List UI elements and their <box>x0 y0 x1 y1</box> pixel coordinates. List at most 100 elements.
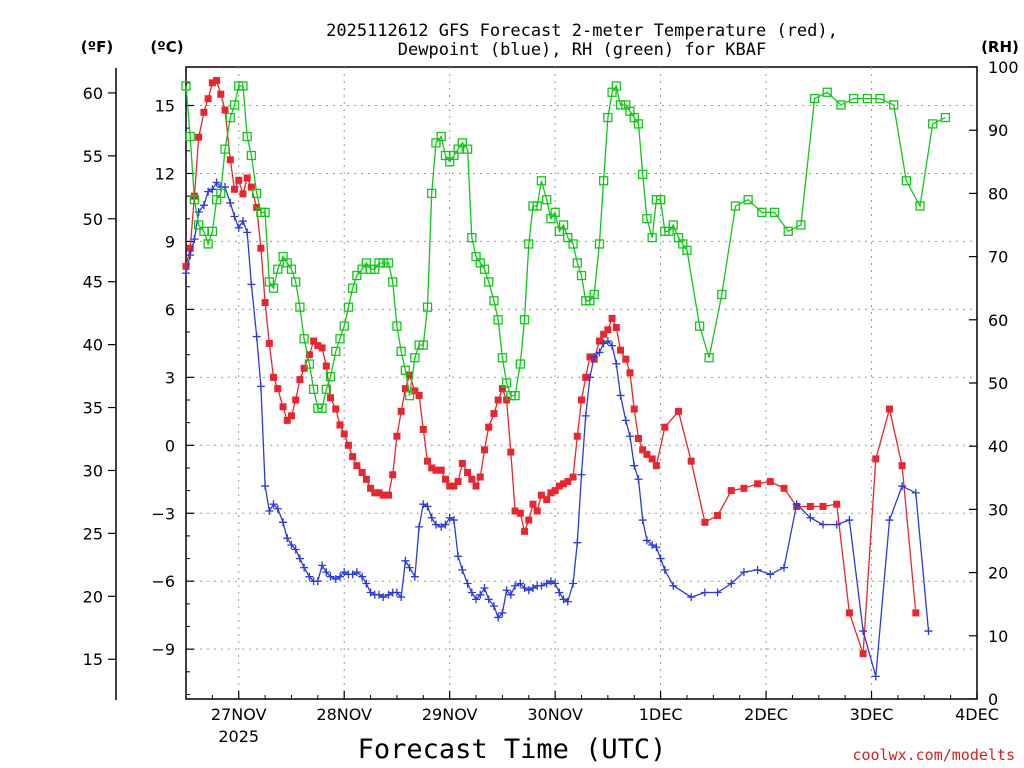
temperature-marker <box>261 299 269 307</box>
temperature-marker <box>525 516 533 524</box>
dewpoint-marker <box>423 502 432 511</box>
relative-humidity-marker <box>743 195 753 205</box>
temperature-marker <box>472 482 480 490</box>
dewpoint-marker <box>273 504 282 513</box>
dewpoint-marker <box>656 554 665 563</box>
dewpoint-marker <box>819 520 828 529</box>
temperature-marker <box>200 108 208 116</box>
dewpoint-marker <box>445 513 454 522</box>
temperature-marker <box>326 394 334 402</box>
temperature-marker <box>582 373 590 381</box>
credit-text: coolwx.com/modelts <box>852 746 1015 764</box>
dewpoint-marker <box>335 572 344 581</box>
rh-tick-label: 50 <box>988 374 1008 393</box>
celsius-tick-label: 6 <box>165 300 175 319</box>
temperature-marker <box>419 425 427 433</box>
temperature-marker <box>573 432 581 440</box>
relative-humidity-marker <box>339 321 349 331</box>
temperature-marker <box>371 489 379 497</box>
dewpoint-marker <box>551 579 560 588</box>
relative-humidity-marker <box>321 384 331 394</box>
relative-humidity-marker <box>783 226 793 236</box>
relative-humidity-marker <box>542 195 552 205</box>
rh-unit-label: (RH) <box>981 38 1019 56</box>
relative-humidity-marker <box>291 277 301 287</box>
dewpoint-marker <box>885 516 894 525</box>
dewpoint-marker <box>352 568 361 577</box>
temperature-marker <box>626 369 634 377</box>
dewpoint-marker <box>366 588 375 597</box>
dewpoint-marker <box>634 475 643 484</box>
dewpoint-marker <box>397 593 406 602</box>
dewpoint-marker <box>648 540 657 549</box>
dewpoint-marker <box>806 513 815 522</box>
dewpoint-marker <box>362 579 371 588</box>
temperature-marker <box>511 507 519 515</box>
dewpoint-marker <box>585 373 594 382</box>
relative-humidity-marker <box>335 334 345 344</box>
temperature-marker <box>555 482 563 490</box>
temperature-marker <box>332 405 340 413</box>
celsius-tick-label: −9 <box>151 640 175 659</box>
relative-humidity-marker <box>668 220 678 230</box>
relative-humidity-marker <box>536 176 547 186</box>
relative-humidity-marker <box>343 302 354 312</box>
dewpoint-marker <box>375 590 384 599</box>
relative-humidity-marker <box>467 232 477 243</box>
dewpoint-marker <box>537 581 546 590</box>
relative-humidity-marker <box>615 100 626 110</box>
x-tick-label: 27NOV <box>211 705 267 724</box>
relative-humidity-marker <box>347 283 358 293</box>
dewpoint-marker <box>638 516 647 525</box>
temperature-marker <box>806 502 814 510</box>
dewpoint-marker <box>476 590 485 599</box>
dewpoint-marker <box>595 348 604 357</box>
relative-humidity-marker <box>515 359 525 369</box>
fahrenheit-tick-label: 30 <box>83 461 103 480</box>
temperature-marker <box>432 466 440 474</box>
fahrenheit-tick-label: 40 <box>83 336 103 355</box>
relative-humidity-marker <box>682 245 692 255</box>
relative-humidity-marker <box>229 100 240 110</box>
celsius-tick-label: 3 <box>165 368 175 387</box>
relative-humidity-marker <box>418 340 428 350</box>
temperature-marker <box>253 203 261 211</box>
dewpoint-marker <box>190 235 199 244</box>
temperature-marker <box>780 484 788 492</box>
relative-humidity-marker <box>203 239 213 249</box>
dewpoint-marker <box>410 572 419 581</box>
dewpoint-marker <box>652 543 661 552</box>
temperature-marker <box>569 473 577 481</box>
temperature-marker <box>213 77 221 85</box>
relative-humidity-marker <box>757 207 767 218</box>
dewpoint-marker <box>437 522 446 531</box>
rh-tick-label: 60 <box>988 311 1008 330</box>
temperature-marker <box>595 337 603 345</box>
relative-humidity-marker <box>563 232 573 243</box>
temperature-marker <box>476 473 484 481</box>
temperature-marker <box>344 441 352 449</box>
dewpoint-marker <box>458 565 467 574</box>
dewpoint-marker <box>287 540 296 549</box>
temperature-marker <box>310 337 318 345</box>
temperature-marker <box>912 609 920 617</box>
rh-tick-label: 20 <box>988 564 1008 583</box>
temperature-marker <box>578 396 585 404</box>
relative-humidity-marker <box>400 365 411 376</box>
relative-humidity-marker <box>501 378 512 388</box>
dewpoint-marker <box>265 506 274 515</box>
dewpoint-marker <box>494 613 503 622</box>
relative-humidity-marker <box>325 372 336 382</box>
dewpoint-marker <box>616 391 625 400</box>
temperature-marker <box>393 432 401 440</box>
dewpoint-marker <box>845 516 854 525</box>
relative-humidity-marker <box>493 315 503 325</box>
relative-humidity-marker <box>422 302 433 312</box>
relative-humidity-marker <box>189 195 200 205</box>
dewpoint-marker <box>348 570 357 579</box>
dewpoint-marker <box>506 590 515 599</box>
x-tick-label: 1DEC <box>639 705 683 724</box>
temperature-marker <box>314 342 322 350</box>
fahrenheit-tick-label: 35 <box>83 399 103 418</box>
temperature-marker <box>292 396 300 404</box>
